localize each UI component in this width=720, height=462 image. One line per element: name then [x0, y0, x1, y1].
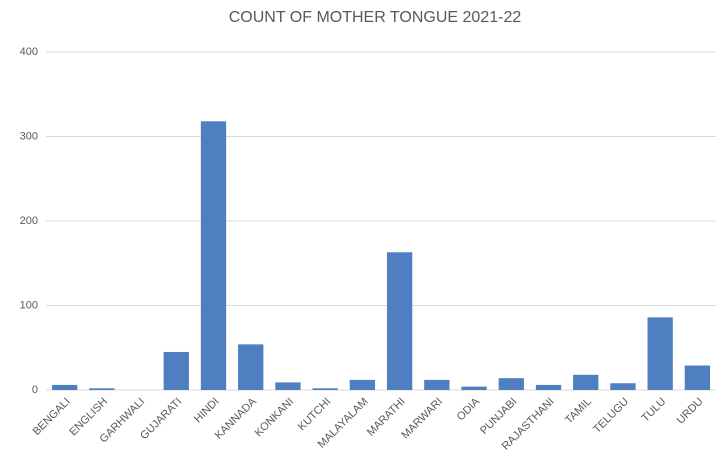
bar — [424, 379, 450, 390]
y-tick-label: 0 — [32, 384, 38, 396]
y-tick-label: 300 — [20, 130, 38, 142]
bar — [498, 378, 524, 390]
bar — [684, 365, 711, 390]
bar — [647, 317, 673, 390]
bar — [200, 121, 227, 390]
x-tick-label: KONKANI — [253, 396, 296, 439]
y-tick-label: 200 — [20, 215, 38, 227]
bar — [312, 388, 338, 390]
x-tick-label: MARWARI — [399, 396, 445, 442]
bar — [275, 382, 301, 390]
bar — [89, 388, 115, 390]
bar — [238, 344, 264, 390]
x-tick-label: KUTCHI — [296, 396, 333, 433]
bar — [461, 386, 487, 390]
bar — [349, 379, 376, 390]
bar — [386, 252, 413, 390]
x-tick-label: TULU — [640, 396, 669, 425]
x-tick-label: KANNADA — [213, 395, 260, 442]
bar — [51, 384, 78, 390]
bar — [163, 351, 189, 390]
x-tick-label: TELUGU — [591, 396, 631, 436]
x-tick-label: BENGALI — [31, 396, 73, 438]
y-tick-label: 400 — [20, 46, 38, 58]
bar — [573, 374, 599, 390]
x-tick-label: HINDI — [192, 396, 222, 426]
bar — [610, 383, 636, 390]
y-tick-label: 100 — [20, 299, 38, 311]
x-tick-label: TAMIL — [563, 396, 594, 427]
x-tick-label: ODIA — [455, 395, 483, 423]
bar — [535, 384, 562, 390]
chart-title: COUNT OF MOTHER TONGUE 2021-22 — [229, 9, 522, 26]
x-tick-label: URDU — [675, 396, 706, 427]
